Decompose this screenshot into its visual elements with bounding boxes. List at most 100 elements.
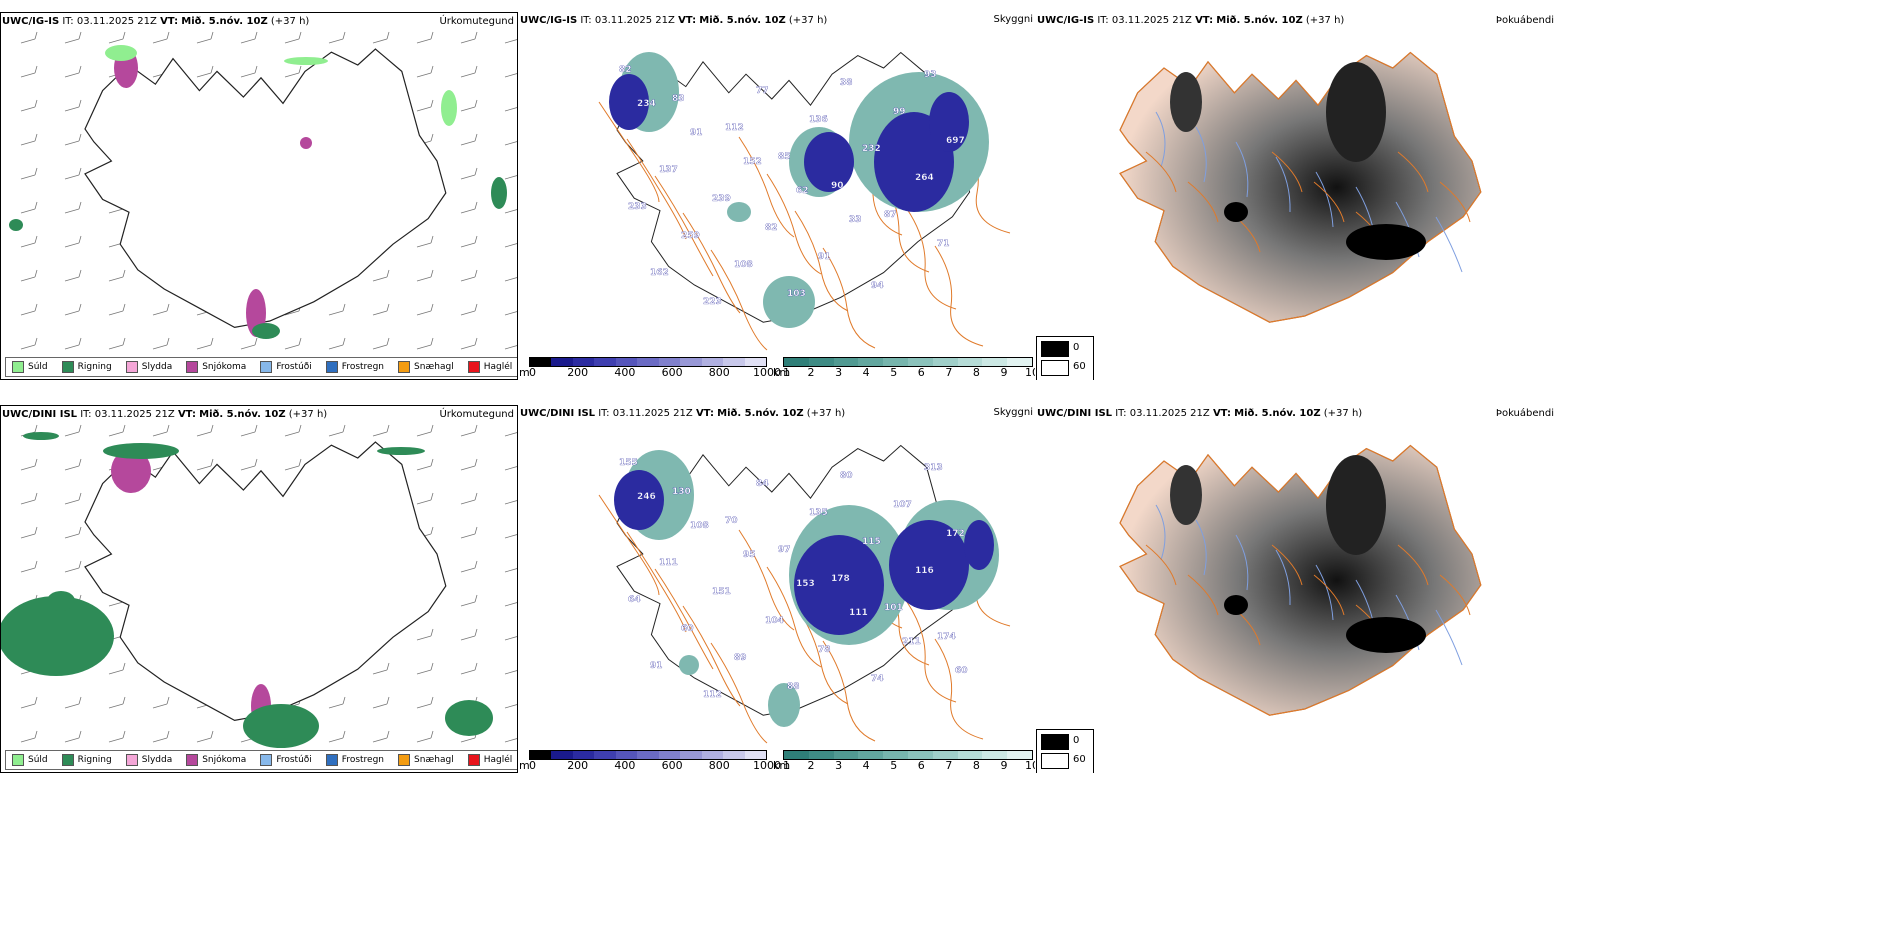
colorbar-segment: [680, 358, 702, 366]
wind-barb: [64, 567, 80, 573]
cloud-base-label: 88: [787, 682, 800, 692]
wind-barb-flag: [122, 730, 126, 739]
cloud-base-label: 83: [672, 94, 685, 104]
legend-swatch: [61, 361, 74, 373]
panel-title: UWC/IG-IS IT: 03.11.2025 21Z VT: Mið. 5.…: [1037, 15, 1345, 26]
colorbar-segment: [784, 358, 809, 366]
wind-barb: [64, 737, 80, 743]
wind-barb-flag: [474, 303, 478, 312]
wind-barb-flag: [474, 560, 478, 569]
wind-barb: [64, 344, 80, 350]
colorbar-tick: 4: [862, 759, 870, 772]
colorbar-segment: [594, 751, 616, 759]
fog-legend-swatch: [1041, 341, 1069, 357]
wind-barb-flag: [166, 696, 170, 705]
legend-swatch: [125, 754, 138, 766]
legend-swatch: [325, 754, 338, 766]
road-line: [682, 605, 741, 707]
wind-barb-flag: [430, 424, 434, 433]
wind-barb: [460, 669, 476, 675]
wind-barb: [108, 344, 124, 350]
river-line: [1315, 171, 1334, 228]
colorbar-segment: [658, 751, 681, 759]
wind-barb: [460, 567, 476, 573]
cloud-base-label: 259: [681, 231, 700, 241]
cloud-base-label: 80: [840, 471, 853, 481]
road-line: [906, 601, 957, 703]
wind-barb-flag: [34, 303, 38, 312]
field-name: Úrkomutegund: [439, 16, 514, 27]
wind-barb: [416, 106, 432, 112]
road-line: [1271, 151, 1303, 193]
legend-label: Snjókoma: [202, 755, 247, 765]
colorbar-segment: [833, 751, 859, 759]
wind-barb: [108, 276, 124, 282]
wind-barb: [328, 38, 344, 44]
wind-barb: [504, 39, 517, 44]
cloud-base-label: 232: [862, 144, 881, 154]
legend-label: Súld: [28, 362, 48, 372]
colorbar-segment: [744, 751, 766, 759]
colorbar-tick: 10: [1025, 366, 1035, 379]
wind-barb: [460, 431, 476, 437]
wind-barb-flag: [474, 458, 478, 467]
colorbar-tick: 0: [529, 366, 536, 379]
river-line: [1195, 519, 1207, 576]
rain-area: [23, 432, 59, 440]
wind-barb-flag: [342, 303, 346, 312]
wind-barb: [504, 141, 517, 146]
drizzle-area: [441, 90, 457, 126]
wind-barb-flag: [474, 526, 478, 535]
colorbar-segment: [1007, 751, 1032, 759]
wind-barb-flag: [386, 337, 390, 346]
cloud-base-label: 162: [650, 268, 669, 278]
cloud-base-label: 115: [862, 537, 881, 547]
rain-area: [445, 700, 493, 736]
road-line: [738, 136, 795, 238]
colorbar-segment: [615, 751, 638, 759]
colorbar-segment: [551, 358, 573, 366]
panel-dini-visibility: UWC/DINI ISL IT: 03.11.2025 21Z VT: Mið.…: [519, 405, 1035, 773]
wind-barb-flag: [78, 458, 82, 467]
wind-barb: [416, 499, 432, 505]
road-line: [1313, 181, 1345, 223]
wind-barb: [460, 72, 476, 78]
field-name: Skyggni: [993, 407, 1033, 418]
wind-barb: [20, 533, 36, 539]
colorbar-tick: 3: [835, 366, 843, 379]
cloud-base-label: 60: [681, 624, 694, 634]
colorbar-tick: 7: [945, 366, 953, 379]
wind-barb-flag: [430, 133, 434, 142]
wind-barb-flag: [34, 730, 38, 739]
panel-ig-precip-type: UWC/IG-IS IT: 03.11.2025 21Z VT: Mið. 5.…: [0, 12, 518, 380]
colorbar-tick: 1: [783, 366, 790, 379]
wind-barb-flag: [34, 526, 38, 535]
wind-barb-flag: [430, 526, 434, 535]
road-line: [934, 245, 984, 347]
legend-label: Rigning: [77, 755, 112, 765]
cloud-base-label: 136: [809, 115, 828, 125]
colorbar-segment: [723, 751, 745, 759]
colorbar-tick: 400: [614, 759, 636, 772]
cloud-base-label: 60: [955, 666, 968, 676]
wind-barb-flag: [78, 526, 82, 535]
wind-barb: [64, 72, 80, 78]
cloud-base-label: 211: [902, 637, 921, 647]
colorbar-tick: 200: [567, 366, 589, 379]
colorbar-segment: [957, 751, 983, 759]
road-line: [654, 175, 714, 277]
wind-barb: [328, 703, 344, 709]
wind-barb: [20, 72, 36, 78]
road-line: [626, 138, 687, 240]
colorbar-unit: km: [773, 759, 791, 772]
wind-barb: [504, 636, 517, 641]
wind-barb: [504, 311, 517, 316]
wind-barb: [240, 344, 256, 350]
river-line: [1275, 549, 1291, 606]
wind-barb: [504, 243, 517, 248]
wind-barb-flag: [386, 730, 390, 739]
wind-barb: [416, 431, 432, 437]
wind-barb-flag: [474, 337, 478, 346]
low-cloud-base-area: [794, 535, 884, 635]
legend-item-3: Snjókoma: [186, 754, 246, 766]
